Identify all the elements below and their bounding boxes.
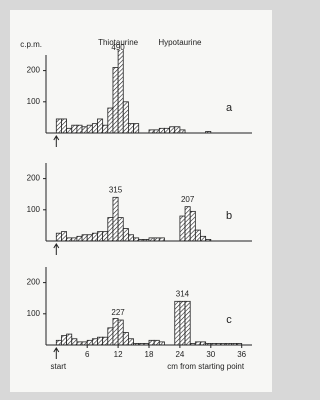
bar <box>127 338 134 345</box>
bar <box>117 319 124 345</box>
start-arrow <box>53 347 60 359</box>
bar <box>66 333 73 345</box>
bar <box>107 327 114 345</box>
bar <box>184 300 191 345</box>
x-tick-label: 24 <box>175 350 184 359</box>
y-tick-label: 200 <box>27 66 41 75</box>
bar <box>107 107 114 133</box>
bar <box>179 300 186 345</box>
bar <box>189 210 196 241</box>
bar <box>205 131 212 133</box>
bar <box>102 124 109 133</box>
y-tick-label: 200 <box>27 278 41 287</box>
x-tick-label: 6 <box>85 350 90 359</box>
panel-label: a <box>226 102 233 114</box>
bar <box>91 338 98 345</box>
x-tick-label: 18 <box>145 350 154 359</box>
bar <box>66 127 73 133</box>
bar <box>158 237 165 241</box>
bar <box>91 232 98 241</box>
bar <box>86 234 93 241</box>
bar <box>122 101 129 133</box>
bar <box>127 123 134 133</box>
bar <box>158 127 165 133</box>
bar <box>97 231 104 241</box>
bar <box>122 332 129 345</box>
bar <box>97 336 104 345</box>
bar <box>236 343 243 345</box>
bar <box>205 239 212 241</box>
bar <box>86 339 93 345</box>
bar <box>194 229 201 241</box>
bar <box>184 206 191 241</box>
bar <box>179 129 186 133</box>
bar <box>158 341 165 345</box>
x-tick-label: 12 <box>114 350 123 359</box>
y-tick-label: 100 <box>27 97 41 106</box>
annotation: 314 <box>176 289 190 298</box>
bar <box>122 228 129 241</box>
bar <box>117 217 124 241</box>
y-tick-label: 200 <box>27 174 41 183</box>
bars <box>55 300 243 345</box>
bar <box>81 234 88 241</box>
bar <box>55 118 62 133</box>
x-label: cm from starting point <box>167 362 245 371</box>
paper <box>10 10 272 392</box>
bar <box>112 318 119 345</box>
bar <box>91 123 98 133</box>
bar <box>61 231 68 241</box>
start-arrow <box>53 135 60 147</box>
bar <box>174 300 181 345</box>
bar <box>97 118 104 133</box>
x-tick-label: 36 <box>237 350 246 359</box>
bar <box>127 234 134 241</box>
bar <box>148 339 155 345</box>
bar <box>179 215 186 241</box>
bar <box>112 196 119 241</box>
bar <box>102 336 109 345</box>
bar <box>55 232 62 241</box>
bar <box>174 126 181 133</box>
annotation: 207 <box>181 195 195 204</box>
bar <box>153 339 160 345</box>
start-label: start <box>51 362 67 371</box>
x-tick-label: 30 <box>206 350 215 359</box>
header: Thiotaurine <box>98 38 139 47</box>
bar <box>76 124 83 133</box>
bar <box>107 217 114 241</box>
bar <box>55 339 62 345</box>
bar <box>164 127 170 133</box>
annotation: 315 <box>109 185 123 194</box>
bar <box>86 124 93 133</box>
y-tick-label: 100 <box>27 205 41 214</box>
bar <box>76 235 83 241</box>
bar <box>117 50 124 133</box>
bars <box>55 196 212 241</box>
bar <box>169 126 176 133</box>
panel-label: c <box>226 314 232 326</box>
y-label: c.p.m. <box>20 40 42 49</box>
annotation: 227 <box>111 308 125 317</box>
bar <box>71 124 78 133</box>
annotation: 490 <box>111 43 125 52</box>
bar <box>102 231 109 241</box>
bar <box>81 126 88 133</box>
start-arrow <box>53 243 60 255</box>
bar <box>133 123 140 133</box>
bar <box>61 118 68 133</box>
header: Hypotaurine <box>158 38 202 47</box>
panel-label: b <box>226 210 232 222</box>
y-tick-label: 100 <box>27 309 41 318</box>
bar <box>112 67 119 133</box>
bar <box>71 338 78 345</box>
bar <box>61 335 68 345</box>
bar <box>200 235 207 241</box>
